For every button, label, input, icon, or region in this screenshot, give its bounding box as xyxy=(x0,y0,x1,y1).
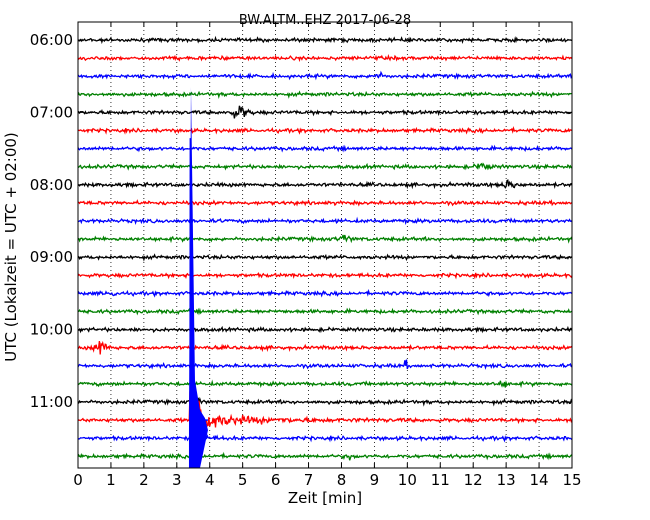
trace-19 xyxy=(77,379,573,389)
trace-23 xyxy=(77,451,573,461)
trace-17 xyxy=(77,340,573,355)
y-tick-label: 07:00 xyxy=(30,103,73,121)
x-tick-label: 1 xyxy=(106,471,116,489)
x-tick-label: 6 xyxy=(271,471,281,489)
chart-title: BW.ALTM..EHZ 2017-06-28 xyxy=(239,13,411,28)
y-tick-label: 11:00 xyxy=(30,393,73,411)
trace-group xyxy=(77,35,573,468)
x-tick-label: 13 xyxy=(497,471,516,489)
x-tick-label: 7 xyxy=(304,471,314,489)
x-tick-label: 2 xyxy=(139,471,149,489)
event-body xyxy=(188,87,208,468)
x-tick-label: 14 xyxy=(530,471,549,489)
x-tick-label: 12 xyxy=(464,471,483,489)
y-tick-labels: 06:00 07:00 08:00 09:00 10:00 11:00 xyxy=(30,31,73,411)
y-tick-label: 10:00 xyxy=(30,321,73,339)
trace-13 xyxy=(77,272,573,280)
plot-frame xyxy=(77,21,573,469)
trace-2 xyxy=(77,70,573,81)
trace-21 xyxy=(77,378,573,429)
trace-11 xyxy=(77,234,573,244)
grid-lines xyxy=(110,22,540,468)
tick-marks xyxy=(77,22,573,468)
x-tick-label: 5 xyxy=(238,471,248,489)
x-tick-label: 8 xyxy=(337,471,347,489)
trace-3 xyxy=(77,90,572,99)
x-tick-label: 10 xyxy=(398,471,417,489)
trace-15 xyxy=(77,307,573,316)
x-tick-label: 0 xyxy=(73,471,83,489)
x-tick-label: 11 xyxy=(431,471,450,489)
x-tick-label: 4 xyxy=(205,471,215,489)
trace-12 xyxy=(77,253,573,262)
x-tick-label: 9 xyxy=(370,471,380,489)
trace-20 xyxy=(77,396,573,408)
trace-6 xyxy=(77,144,573,153)
trace-4 xyxy=(77,105,572,119)
trace-5 xyxy=(77,125,573,135)
trace-0 xyxy=(77,35,573,45)
trace-8 xyxy=(77,179,573,190)
x-axis-label: Zeit [min] xyxy=(288,489,362,507)
y-tick-label: 08:00 xyxy=(30,176,73,194)
trace-10 xyxy=(77,216,573,226)
y-tick-label: 09:00 xyxy=(30,248,73,266)
x-tick-label: 15 xyxy=(562,471,581,489)
trace-7 xyxy=(77,162,573,171)
trace-22 xyxy=(77,428,573,447)
y-tick-label: 06:00 xyxy=(30,31,73,49)
trace-18 xyxy=(77,359,573,370)
trace-16 xyxy=(77,325,573,334)
trace-14 xyxy=(77,288,573,298)
trace-1 xyxy=(77,54,573,63)
x-tick-label: 3 xyxy=(172,471,182,489)
trace-9 xyxy=(77,199,573,207)
y-axis-label: UTC (Lokalzeit = UTC + 02:00) xyxy=(2,132,20,362)
x-tick-labels: 0 1 2 3 4 5 6 7 8 9 10 11 12 13 14 15 xyxy=(73,471,581,489)
